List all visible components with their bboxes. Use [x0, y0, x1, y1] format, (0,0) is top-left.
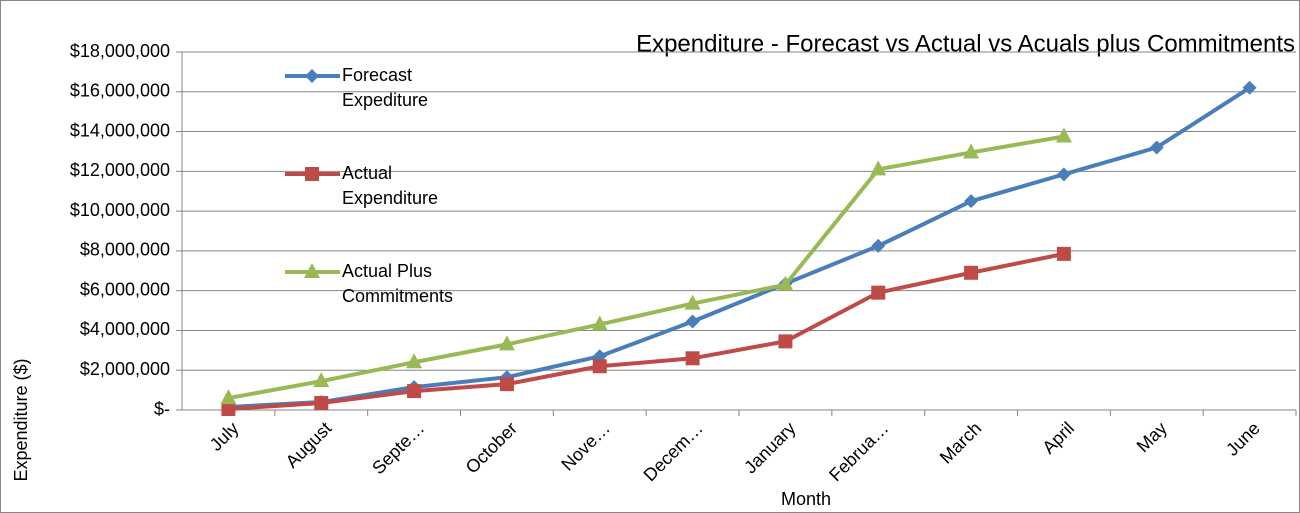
marker-diamond	[1242, 80, 1257, 95]
y-tick-label: $10,000,000	[70, 200, 170, 220]
marker-diamond	[685, 314, 700, 329]
marker-square	[592, 359, 607, 374]
y-tick-label: $2,000,000	[80, 359, 170, 379]
marker-square	[314, 396, 329, 411]
marker-triangle	[1055, 127, 1072, 143]
marker-triangle	[220, 389, 237, 405]
marker-triangle	[406, 353, 423, 369]
y-tick-label: $14,000,000	[70, 120, 170, 140]
marker-square	[499, 377, 514, 392]
legend-label: Actual Plus Commitments	[342, 261, 454, 306]
marker-diamond	[305, 69, 319, 83]
y-tick-label: $18,000,000	[70, 41, 170, 61]
marker-diamond	[1056, 167, 1071, 182]
marker-triangle	[498, 335, 515, 351]
marker-triangle	[684, 294, 701, 310]
marker-square	[305, 167, 319, 181]
series-line	[228, 86, 1251, 410]
y-tick-label: $8,000,000	[80, 240, 170, 260]
marker-triangle	[313, 372, 330, 388]
y-tick-label: $12,000,000	[70, 160, 170, 180]
x-axis-label: Month	[781, 489, 831, 509]
marker-triangle	[963, 143, 980, 159]
marker-diamond	[1149, 140, 1164, 155]
legend-label: Actual Expenditure	[342, 163, 439, 208]
series-line	[228, 134, 1065, 401]
marker-square	[221, 402, 236, 417]
series-line	[228, 251, 1065, 412]
y-tick-label: $4,000,000	[80, 319, 170, 339]
marker-triangle	[304, 263, 320, 278]
marker-diamond	[871, 238, 886, 253]
marker-diamond	[964, 194, 979, 209]
marker-square	[778, 334, 793, 349]
y-axis-label: Expenditure ($)	[11, 358, 31, 481]
marker-triangle	[777, 275, 794, 291]
marker-triangle	[870, 160, 887, 176]
marker-triangle	[591, 315, 608, 331]
y-tick-label: $16,000,000	[70, 81, 170, 101]
marker-square	[1056, 246, 1071, 261]
marker-square	[871, 285, 886, 300]
y-tick-label: $6,000,000	[80, 279, 170, 299]
chart-title: Expenditure - Forecast vs Actual vs Acua…	[636, 30, 1295, 57]
marker-square	[407, 384, 422, 399]
legend-label: Forecast Expediture	[342, 65, 429, 110]
marker-square	[964, 265, 979, 280]
marker-square	[685, 351, 700, 366]
y-tick-label: $-	[154, 399, 170, 419]
